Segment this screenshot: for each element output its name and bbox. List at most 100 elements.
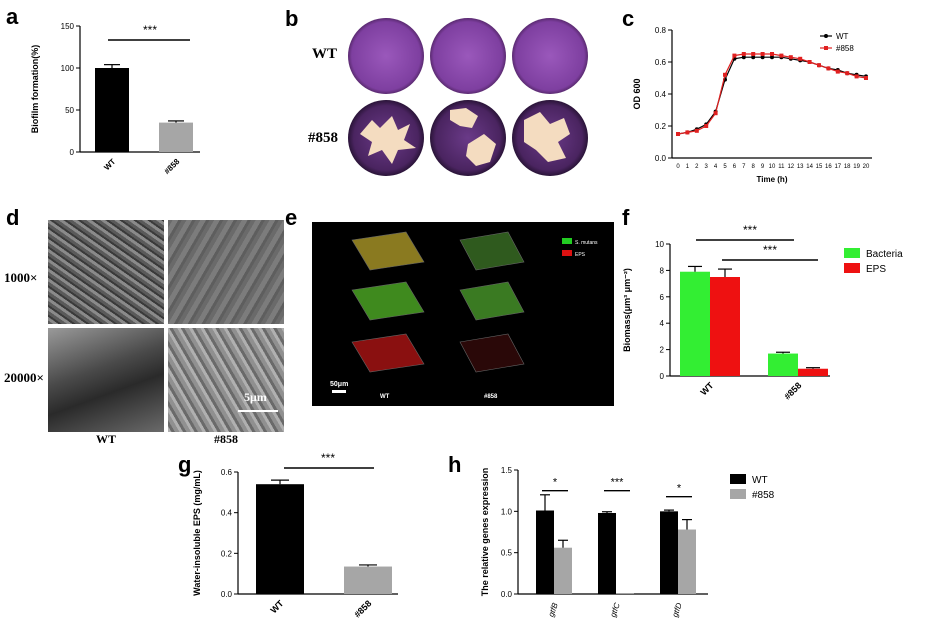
x-tick-label: 9: [761, 164, 765, 170]
bar-bacteria: [768, 353, 798, 376]
legend-label: EPS: [866, 264, 886, 275]
confocal-col-label-858: #858: [484, 394, 498, 400]
sem-scale-bar: [238, 410, 278, 412]
plate-wt-1: [348, 18, 424, 94]
data-point: [704, 124, 709, 128]
cube-wt-red: [351, 333, 425, 373]
bar-858: [344, 566, 392, 594]
panel-label-g: g: [178, 452, 192, 477]
x-tick-label: 13: [797, 164, 804, 170]
x-tick-label: 6: [733, 164, 737, 170]
x-tick-label: 11: [778, 164, 785, 170]
data-point: [713, 111, 718, 116]
cube-858-red: [459, 333, 525, 373]
confocal-svg: S. mutans EPS 50μm WT #858: [330, 231, 598, 400]
bar-gtfB-0: [536, 510, 554, 594]
panel-b-plates: WT #858: [300, 16, 600, 176]
data-point: [779, 53, 784, 58]
y-tick-label: 0.4: [655, 90, 667, 99]
colony-2: [450, 108, 478, 128]
x-tick-label: 3: [705, 164, 709, 170]
legend-swatch: [730, 474, 746, 484]
y-axis-label: Water-insoluble EPS (mg/mL): [192, 470, 202, 596]
x-tick-label: 10: [769, 164, 776, 170]
x-tick-label: 2: [695, 164, 699, 170]
x-tick-label: 5: [723, 164, 727, 170]
data-point: [741, 52, 746, 56]
sem-row-label-20000: 20000×: [4, 370, 44, 385]
confocal-scale-bar: [332, 390, 346, 393]
y-tick-label: 0.4: [221, 509, 233, 518]
significance-label: ***: [763, 243, 777, 257]
significance-label: *: [677, 483, 682, 495]
sem-858-20000: [168, 328, 284, 432]
data-point: [798, 56, 803, 61]
sem-wt-1000: [48, 220, 164, 324]
significance-label: ***: [321, 451, 335, 465]
y-tick-label: 0.0: [501, 590, 513, 599]
x-tick-label: 7: [742, 164, 746, 170]
data-point: [826, 66, 831, 71]
data-point: [835, 69, 840, 74]
x-tick-label: gtfC: [608, 601, 622, 618]
bar-WT: [95, 68, 129, 152]
data-point: [760, 52, 765, 56]
y-tick-label: 0.8: [655, 26, 667, 35]
y-tick-label: 1.0: [501, 507, 513, 516]
y-tick-label: 0: [70, 148, 75, 157]
significance-label: ***: [611, 477, 625, 489]
y-tick-label: 100: [61, 64, 75, 73]
x-tick-label: 20: [863, 164, 870, 170]
plate-wt-3: [512, 18, 588, 94]
bar-gtfD-1: [678, 529, 696, 594]
sem-wt-20000: [48, 328, 164, 432]
row-label-wt: WT: [312, 46, 338, 62]
x-tick-label: gtfB: [547, 601, 561, 618]
bar-gtfD-0: [660, 511, 678, 594]
x-tick-label: 14: [806, 164, 813, 170]
plate-wt-2: [430, 18, 506, 94]
colony-1: [360, 116, 416, 164]
data-point: [732, 53, 737, 58]
x-tick-label: 17: [834, 164, 841, 170]
legend-label: #858: [836, 44, 854, 53]
bar-WT: [256, 484, 304, 594]
bar-eps: [710, 277, 740, 376]
x-tick-label: 18: [844, 164, 851, 170]
y-tick-label: 2: [660, 346, 665, 355]
data-point: [751, 55, 756, 60]
legend-label: #858: [752, 490, 775, 501]
y-tick-label: 1.5: [501, 466, 513, 475]
legend-marker: [824, 34, 828, 38]
cube-858-merge: [459, 231, 525, 271]
confocal-legend-green-swatch: [562, 238, 572, 244]
plates-svg: [348, 18, 588, 176]
data-point: [676, 132, 680, 136]
y-tick-label: 0.6: [655, 58, 667, 67]
panel-label-f: f: [622, 205, 630, 230]
x-tick-label: 15: [816, 164, 823, 170]
legend-marker: [824, 46, 828, 50]
panel-label-a: a: [6, 4, 19, 29]
sem-scale-label: 5μm: [244, 390, 267, 404]
legend-label: WT: [836, 32, 849, 41]
x-tick-label: gtfD: [670, 601, 684, 618]
data-point: [845, 71, 850, 76]
x-tick-label: 4: [714, 164, 718, 170]
data-point: [770, 55, 774, 60]
x-tick-label: 16: [825, 164, 832, 170]
y-axis-label: OD 600: [632, 78, 642, 109]
sem-col-label-858: #858: [214, 432, 238, 446]
legend-swatch: [844, 248, 860, 258]
bar-gtfC-0: [598, 512, 616, 594]
data-point: [760, 55, 765, 60]
sem-row-label-1000: 1000×: [4, 270, 38, 285]
y-tick-label: 10: [655, 240, 664, 249]
significance-label: ***: [143, 23, 157, 37]
y-axis-label: The relative genes expression: [480, 468, 490, 597]
colony-4: [524, 112, 570, 162]
panel-label-c: c: [622, 6, 635, 31]
